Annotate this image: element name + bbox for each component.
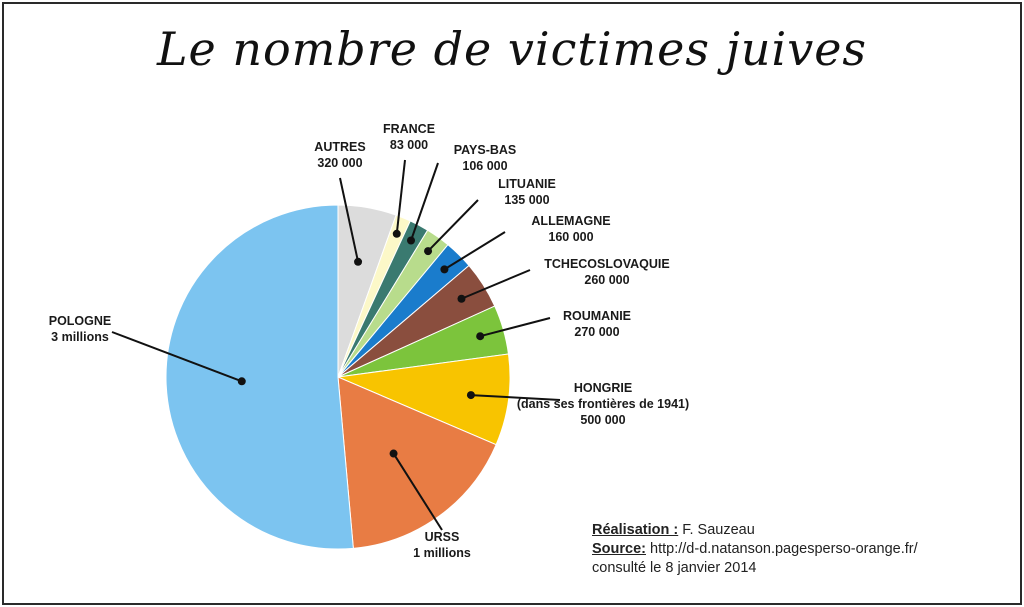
slice-label-hongrie: HONGRIE (dans ses frontières de 1941) 500 … <box>517 381 689 427</box>
credits-consulted: consulté le 8 janvier 2014 <box>592 560 757 576</box>
slice-label-france: FRANCE 83 000 <box>383 122 435 152</box>
leader-line-pays-bas <box>410 162 439 241</box>
credits-source: Source: http://d-d.natanson.pagesperso-o… <box>592 540 918 559</box>
slice-label-pologne: POLOGNE 3 millions <box>49 314 112 344</box>
leader-line-roumanie <box>479 317 551 338</box>
source-value: http://d-d.natanson.pagesperso-orange.fr… <box>650 541 918 557</box>
leader-dot-autres <box>354 257 363 266</box>
pie-slice-hongrie <box>336 353 511 446</box>
leader-dot-roumanie <box>476 332 485 341</box>
leader-dot-france <box>392 229 401 238</box>
slice-label-autres: AUTRES 320 000 <box>314 140 365 170</box>
slice-label-allemagne: ALLEMAGNE 160 000 <box>531 214 610 244</box>
chart-title: Le nombre de victimes juives <box>156 22 868 76</box>
slice-label-pays-bas: PAYS-BAS 106 000 <box>454 143 517 173</box>
pie-slice-urss <box>337 376 497 549</box>
credits-realisation: Réalisation : F. Sauzeau <box>592 521 918 540</box>
leader-dot-urss <box>389 449 398 458</box>
pie-slice-pologne <box>165 204 354 550</box>
leader-dot-pologne <box>237 377 246 386</box>
realisation-key: Réalisation : <box>592 522 679 538</box>
leader-dot-pays-bas <box>407 236 416 245</box>
leader-line-allemagne <box>443 231 506 271</box>
pie-slices <box>165 204 511 550</box>
leader-line-lituanie <box>427 199 479 252</box>
leader-dot-lituanie <box>424 247 433 256</box>
leader-line-autres <box>339 177 360 262</box>
leader-line-urss <box>392 453 443 531</box>
leader-line-hongrie <box>470 394 561 401</box>
leader-line-tchecoslovaquie <box>461 269 531 300</box>
source-key: Source: <box>592 541 646 557</box>
leader-dot-allemagne <box>440 265 449 274</box>
slice-label-lituanie: LITUANIE 135 000 <box>498 177 556 207</box>
slice-label-tchecoslovaquie: TCHECOSLOVAQUIE 260 000 <box>544 257 669 287</box>
leader-line-france <box>395 159 406 234</box>
pie-leaders <box>111 159 561 531</box>
leader-dot-hongrie <box>466 391 475 400</box>
slice-label-urss: URSS 1 millions <box>413 530 471 560</box>
realisation-value: F. Sauzeau <box>682 522 755 538</box>
leader-line-pologne <box>111 331 243 383</box>
credits-block: Réalisation : F. Sauzeau Source: http://… <box>592 521 918 578</box>
leader-dot-tchecoslovaquie <box>457 294 466 303</box>
pie-labels: AUTRES 320 000 FRANCE 83 000 PAYS-BAS 106 000… <box>49 122 689 560</box>
slice-label-roumanie: ROUMANIE 270 000 <box>563 309 631 339</box>
